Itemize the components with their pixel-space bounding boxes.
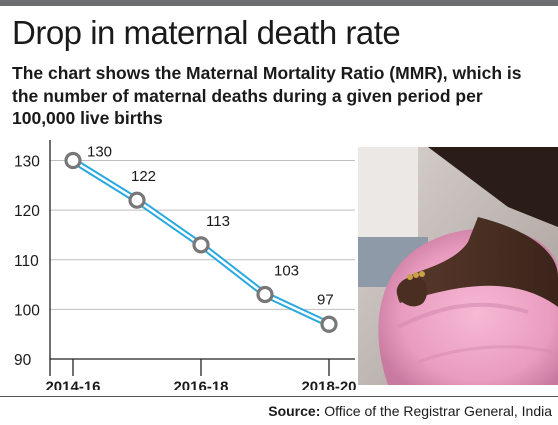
axes	[49, 140, 355, 376]
x-tick-label-2018-20: 2018-20	[301, 378, 356, 390]
y-tick-label-90: 90	[14, 352, 32, 369]
y-tick-label-120: 120	[14, 203, 40, 220]
data-label-2017-19: 103	[274, 262, 299, 279]
x-tick-label-2016-18: 2016-18	[173, 378, 228, 390]
data-label-2016-18: 113	[206, 213, 230, 230]
top-bar	[0, 0, 558, 6]
data-point-2018-20	[320, 315, 338, 333]
y-tick-label-130: 130	[14, 154, 40, 171]
source-label: Source:	[268, 403, 321, 419]
data-point-2017-19	[256, 285, 274, 304]
data-markers	[64, 151, 338, 333]
source-text: Office of the Registrar General, India	[324, 403, 552, 419]
chart-title: Drop in maternal death rate	[12, 14, 401, 51]
grid-lines	[50, 160, 355, 310]
x-tick-label-2014-16: 2014-16	[45, 378, 100, 390]
chart-subtitle: The chart shows the Maternal Mortality R…	[12, 63, 522, 128]
data-point-2016-18	[192, 236, 210, 254]
y-tick-label-100: 100	[14, 302, 40, 319]
footer-rule	[0, 396, 558, 397]
data-label-2014-16: 130	[87, 144, 112, 161]
data-label-2015-17: 122	[131, 168, 156, 185]
data-point-2014-16	[64, 151, 82, 170]
y-tick-label-110: 110	[14, 253, 39, 270]
tick-labels: 90 100 110 120 130 2014-16 2016-18 2018-20	[14, 154, 357, 391]
line-chart: 130 122 113 103 97 90 100 110 120 130 2014-16 2016…	[14, 140, 357, 391]
data-label-2018-20: 97	[317, 291, 334, 308]
source-note: Source: Office of the Registrar General,…	[268, 403, 552, 419]
data-point-2015-17	[128, 191, 146, 209]
data-labels: 130 122 113 103 97	[87, 144, 334, 309]
pregnant-woman-photo	[358, 147, 558, 385]
